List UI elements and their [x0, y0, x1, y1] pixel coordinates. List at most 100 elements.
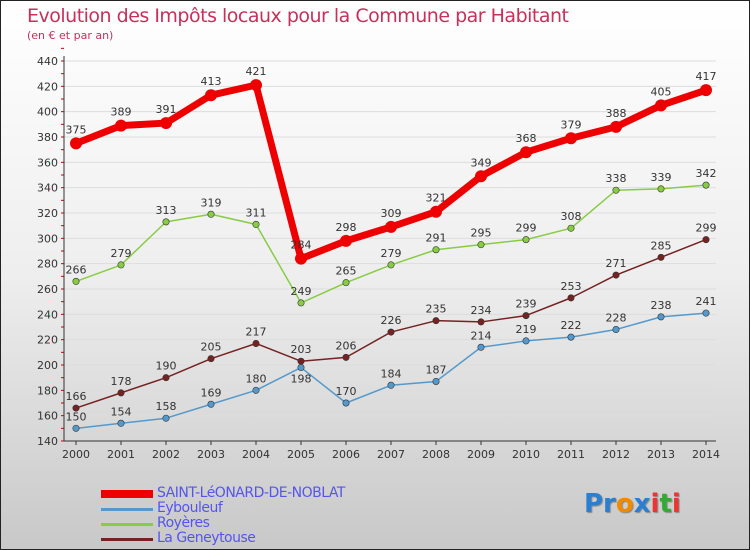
data-label: 235: [426, 303, 447, 316]
data-point: [162, 414, 170, 422]
data-point: [72, 404, 80, 412]
data-label: 339: [651, 171, 672, 184]
data-label: 206: [336, 339, 357, 352]
x-tick-label: 2009: [467, 448, 495, 461]
data-point: [297, 357, 305, 365]
data-label: 214: [471, 329, 492, 342]
data-label: 313: [156, 204, 177, 217]
data-point: [295, 252, 307, 265]
data-point: [342, 399, 350, 407]
data-label: 284: [291, 239, 312, 252]
y-tick-label: 220: [37, 334, 58, 347]
data-point: [117, 419, 125, 427]
legend-item: Royères: [101, 516, 401, 531]
data-point: [657, 185, 665, 193]
data-label: 421: [246, 65, 267, 78]
data-point: [70, 137, 82, 150]
data-point: [385, 220, 397, 233]
x-tick-label: 2006: [332, 448, 360, 461]
legend-label: SAINT-LéONARD-DE-NOBLAT: [157, 485, 345, 501]
data-point: [565, 132, 577, 145]
y-tick-label: 340: [37, 182, 58, 195]
x-tick-label: 2014: [692, 448, 720, 461]
y-tick-label: 380: [37, 131, 58, 144]
legend-label: Royères: [157, 515, 210, 531]
data-label: 228: [606, 312, 627, 325]
data-point: [567, 224, 575, 232]
proxiti-logo: Proxiti: [584, 489, 681, 519]
data-point: [612, 326, 620, 334]
data-point: [522, 312, 530, 320]
data-label: 311: [246, 206, 267, 219]
line-chart: 140 160 180 200 220 240 260 280 300 320 340 360 380 4…: [37, 47, 720, 461]
x-tick-label: 2001: [107, 448, 135, 461]
data-label: 249: [291, 285, 312, 298]
data-point: [430, 205, 442, 218]
data-point: [297, 299, 305, 307]
data-label: 321: [426, 192, 447, 205]
x-tick-label: 2004: [242, 448, 270, 461]
data-point: [612, 186, 620, 194]
data-point: [657, 253, 665, 261]
data-label: 150: [66, 410, 87, 423]
data-point: [432, 377, 440, 385]
data-label: 205: [201, 341, 222, 354]
data-point: [657, 313, 665, 321]
data-label: 253: [561, 280, 582, 293]
data-label: 226: [381, 314, 402, 327]
data-point: [520, 146, 532, 159]
x-tick-label: 2008: [422, 448, 450, 461]
data-point: [117, 261, 125, 269]
data-label: 266: [66, 263, 87, 276]
data-label: 190: [156, 360, 177, 373]
data-point: [702, 181, 710, 189]
y-tick-label: 260: [37, 283, 58, 296]
data-label: 239: [516, 298, 537, 311]
data-point: [432, 246, 440, 254]
data-point: [207, 400, 215, 408]
data-label: 241: [696, 295, 717, 308]
data-point: [162, 218, 170, 226]
data-point: [610, 120, 622, 133]
data-label: 319: [201, 196, 222, 209]
data-label: 299: [696, 222, 717, 235]
data-point: [567, 333, 575, 341]
y-tick-label: 160: [37, 410, 58, 423]
y-tick-label: 440: [37, 55, 58, 68]
data-point: [522, 337, 530, 345]
data-label: 184: [381, 367, 402, 380]
data-point: [342, 353, 350, 361]
x-tick-label: 2010: [512, 448, 540, 461]
series-line-2: [75, 184, 707, 304]
data-point: [252, 339, 260, 347]
data-point: [475, 170, 487, 183]
data-label: 309: [381, 207, 402, 220]
data-label: 279: [381, 247, 402, 260]
x-tick-label: 2013: [647, 448, 675, 461]
x-tick-label: 2005: [287, 448, 315, 461]
data-label: 169: [201, 386, 222, 399]
data-label: 217: [246, 325, 267, 338]
data-point: [522, 236, 530, 244]
data-label: 368: [516, 132, 537, 145]
data-label: 238: [651, 299, 672, 312]
data-label: 180: [246, 372, 267, 385]
data-point: [117, 389, 125, 397]
data-point: [72, 424, 80, 432]
data-label: 389: [111, 106, 132, 119]
data-label: 219: [516, 323, 537, 336]
y-tick-label: 280: [37, 258, 58, 271]
data-point: [655, 99, 667, 112]
data-point: [702, 309, 710, 317]
data-label: 417: [696, 70, 717, 83]
data-label: 391: [156, 103, 177, 116]
y-tick-label: 180: [37, 384, 58, 397]
data-point: [477, 241, 485, 249]
legend-swatch: [101, 508, 153, 511]
data-label: 178: [111, 375, 132, 388]
data-label: 158: [156, 400, 177, 413]
data-point: [162, 374, 170, 382]
legend-swatch: [101, 538, 153, 541]
data-label: 299: [516, 222, 537, 235]
